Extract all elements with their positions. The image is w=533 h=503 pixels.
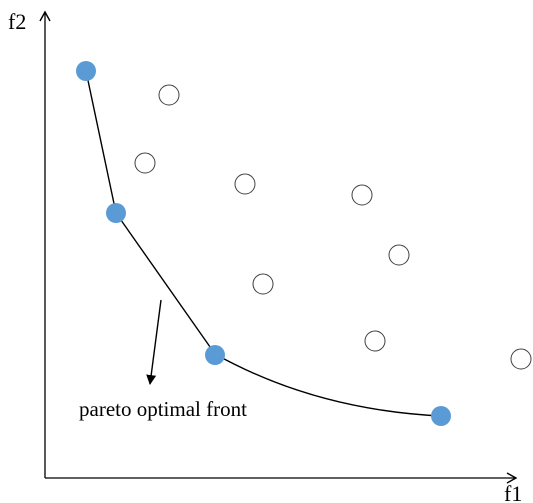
dominated-point — [510, 348, 532, 370]
dominated-point — [252, 273, 274, 295]
dominated-point — [388, 244, 410, 266]
dominated-point — [364, 330, 386, 352]
pareto-point — [76, 61, 96, 81]
x-axis-label: f1 — [504, 481, 522, 503]
dominated-point — [134, 152, 156, 174]
dominated-point — [351, 184, 373, 206]
pareto-front-label: pareto optimal front — [79, 397, 247, 421]
annotation-arrow — [146, 299, 162, 385]
dominated-point — [158, 84, 180, 106]
dominated-point — [234, 173, 256, 195]
pareto-point — [431, 406, 451, 426]
y-axis-label: f2 — [8, 9, 26, 34]
pareto-point — [205, 345, 225, 365]
pareto-front-curve — [85, 70, 442, 417]
pareto-point — [106, 203, 126, 223]
